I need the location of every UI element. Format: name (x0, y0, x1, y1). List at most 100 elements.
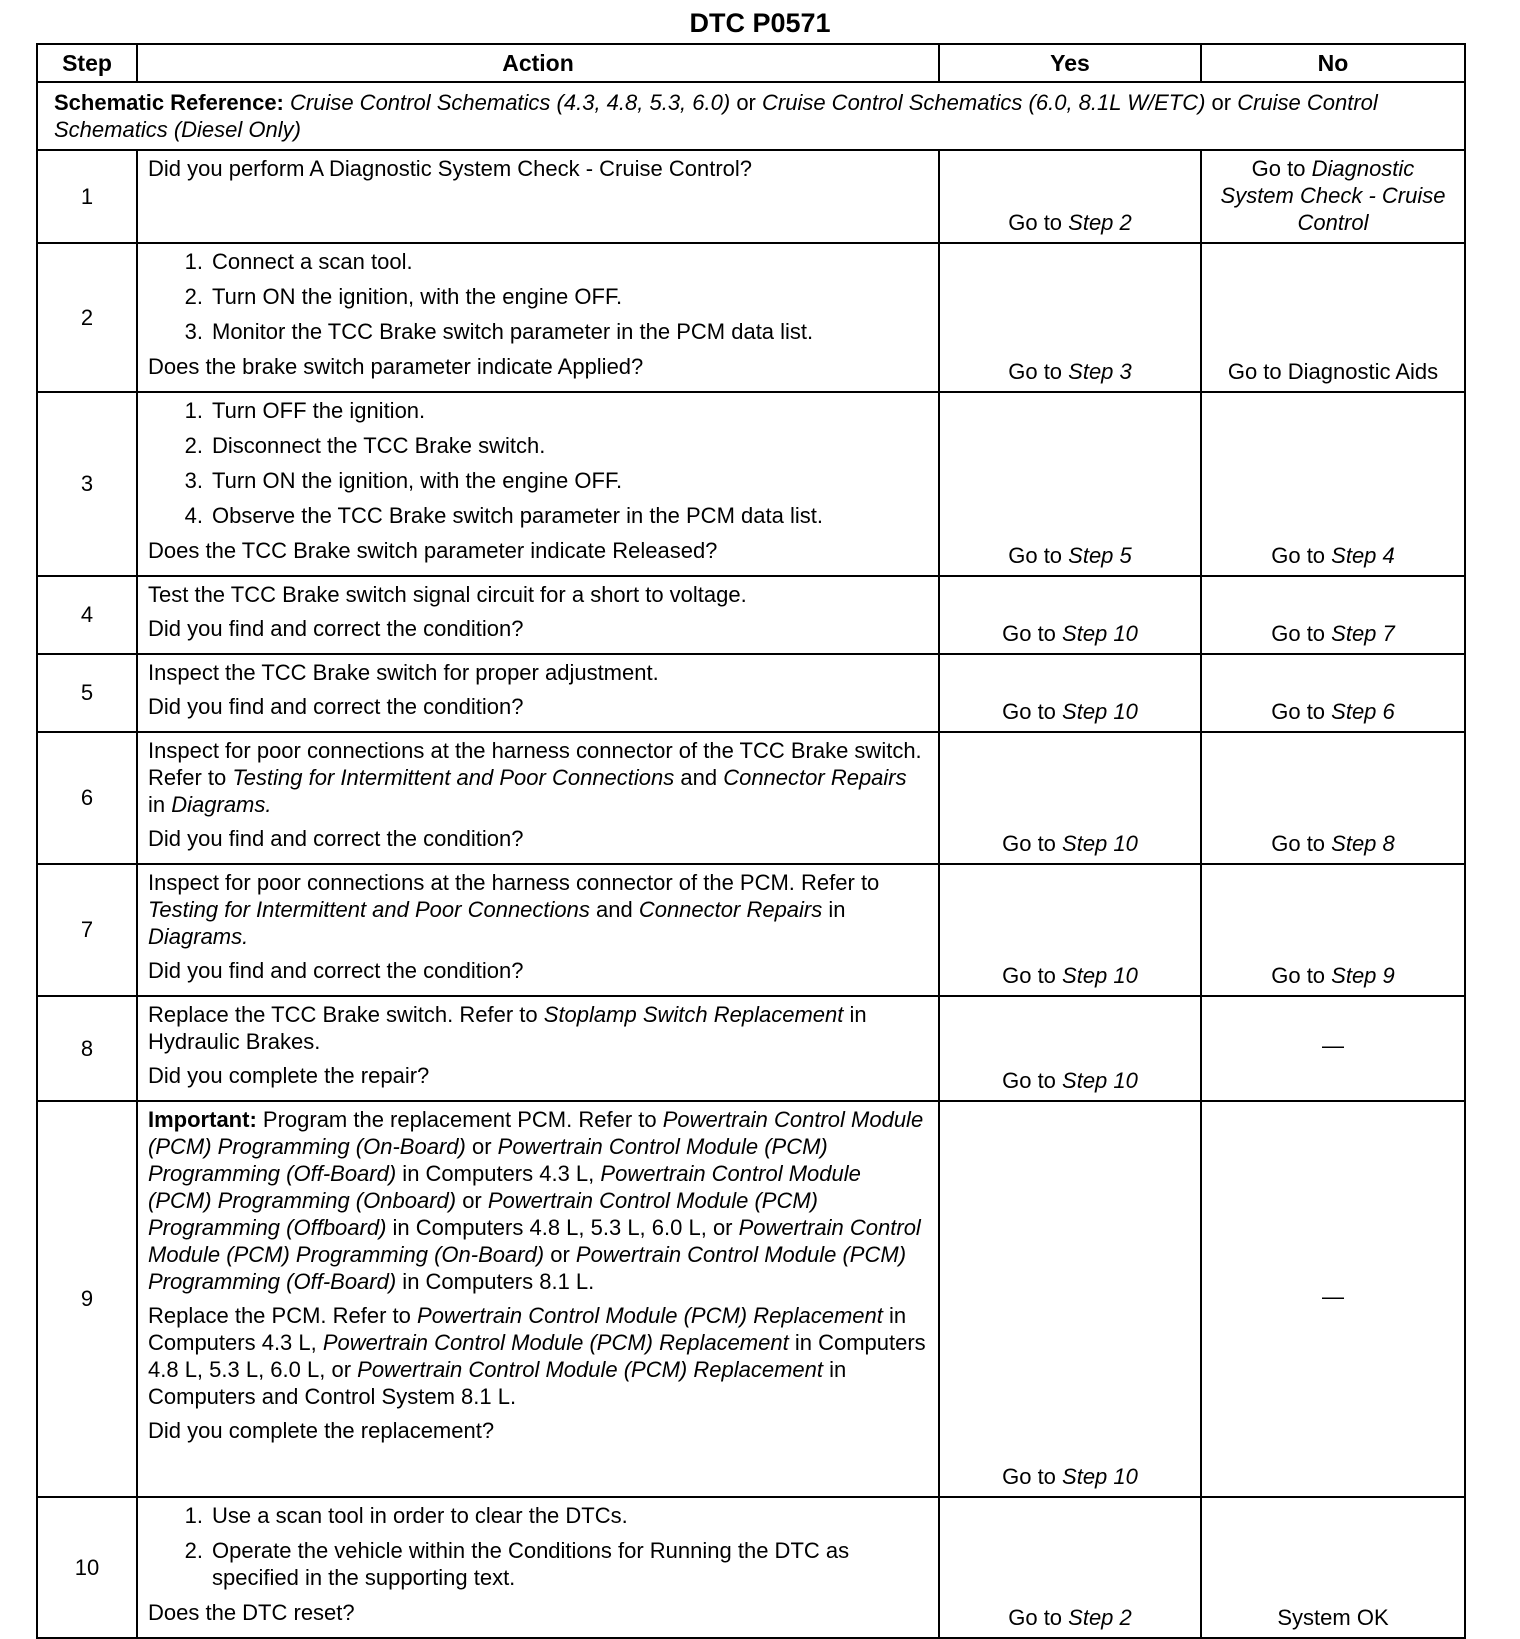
reference-text[interactable]: Step 9 (1331, 963, 1395, 988)
reference-text[interactable]: Step 10 (1062, 699, 1138, 724)
reference-text[interactable]: Step 10 (1062, 1068, 1138, 1093)
text: Replace the TCC Brake switch. Refer to (148, 1002, 544, 1027)
reference-text[interactable]: Step 2 (1068, 210, 1132, 235)
no-result: Go to Diagnostic Aids (1200, 242, 1466, 393)
text: Go to (1002, 831, 1063, 856)
yes-result: Go to Step 10 (938, 575, 1202, 655)
step-number: 3 (36, 391, 138, 577)
reference-text[interactable]: Step 10 (1062, 621, 1138, 646)
reference-text[interactable]: Step 3 (1068, 359, 1132, 384)
list-text: Observe the TCC Brake switch parameter i… (212, 502, 823, 529)
step-row: 5 Inspect the TCC Brake switch for proper… (36, 653, 1466, 733)
text: in Hydraulic Brakes. (148, 1002, 867, 1054)
text: Go to (1008, 210, 1069, 235)
step-number: 5 (36, 653, 138, 733)
step-row: 1 Did you perform A Diagnostic System Che… (36, 149, 1466, 244)
text: or (1205, 90, 1238, 115)
text: Go to (1008, 359, 1069, 384)
text: Does the DTC reset? (148, 1600, 355, 1625)
reference-text[interactable]: Powertrain Control Module (PCM) Programm… (148, 1215, 921, 1267)
reference-text[interactable]: Step 5 (1068, 543, 1132, 568)
no-result: — (1200, 1100, 1466, 1498)
header-row: Step Action Yes No (36, 43, 1466, 83)
reference-text[interactable]: Powertrain Control Module (PCM) Programm… (148, 1107, 924, 1159)
reference-text[interactable]: Cruise Control Schematics (4.3, 4.8, 5.3… (290, 90, 731, 115)
step-number: 8 (36, 995, 138, 1102)
reference-text[interactable]: Powertrain Control Module (PCM) Programm… (148, 1188, 818, 1240)
action-paragraph: Replace the TCC Brake switch. Refer to S… (148, 1001, 928, 1055)
no-result: Go to Diagnostic System Check - Cruise C… (1200, 149, 1466, 244)
reference-text[interactable]: Testing for Intermittent and Poor Connec… (148, 897, 590, 922)
text: Monitor the TCC Brake switch parameter i… (212, 319, 814, 344)
reference-text[interactable]: Powertrain Control Module (PCM) Programm… (148, 1134, 828, 1186)
reference-text[interactable]: Powertrain Control Module (PCM) Programm… (148, 1161, 861, 1213)
list-text: Connect a scan tool. (212, 248, 413, 275)
list-number: 2. (184, 1538, 203, 1563)
reference-text[interactable]: Powertrain Control Module (PCM) Replacem… (417, 1303, 883, 1328)
list-number: 1. (184, 398, 203, 423)
yes-result: Go to Step 10 (938, 731, 1202, 865)
bold-label: Important: (148, 1107, 263, 1132)
reference-text[interactable]: Diagrams. (171, 792, 272, 817)
reference-text[interactable]: Stoplamp Switch Replacement (543, 1002, 844, 1027)
action-paragraph: Did you complete the repair? (148, 1062, 928, 1089)
reference-text[interactable]: Step 8 (1331, 831, 1395, 856)
list-number: 1. (184, 1503, 203, 1528)
text: Did you complete the repair? (148, 1063, 430, 1088)
reference-text[interactable]: Step 6 (1331, 699, 1395, 724)
reference-text[interactable]: Powertrain Control Module (PCM) Programm… (148, 1242, 907, 1294)
text: Go to Diagnostic Aids (1227, 359, 1439, 384)
text: Did you find and correct the condition? (148, 694, 524, 719)
text: Go to (1008, 543, 1069, 568)
step-row: 8 Replace the TCC Brake switch. Refer to … (36, 995, 1466, 1102)
reference-text[interactable]: Diagrams. (148, 924, 249, 949)
text: Go to (1002, 1464, 1063, 1489)
list-number: 3. (184, 319, 203, 344)
reference-text[interactable]: Step 7 (1331, 621, 1395, 646)
step-number: 1 (36, 149, 138, 244)
text: in Computers 4.3 L, (148, 1303, 907, 1355)
text: Go to (1002, 621, 1063, 646)
list-number: 2. (184, 284, 203, 309)
schematic-reference: Schematic Reference: Cruise Control Sche… (36, 81, 1466, 151)
action-paragraph: Inspect the TCC Brake switch for proper … (148, 659, 928, 686)
reference-text[interactable]: Step 2 (1068, 1605, 1132, 1630)
reference-text[interactable]: Powertrain Control Module (PCM) Replacem… (322, 1330, 789, 1355)
action-list-item: 3. Monitor the TCC Brake switch parameter… (148, 318, 928, 345)
reference-text[interactable]: Cruise Control Schematics (6.0, 8.1L W/E… (762, 90, 1206, 115)
text: in Computers and Control System 8.1 L. (148, 1357, 847, 1409)
text: System OK (1277, 1605, 1389, 1630)
reference-text[interactable]: Step 10 (1062, 1464, 1138, 1489)
reference-text[interactable]: Powertrain Control Module (PCM) Replacem… (357, 1357, 823, 1382)
yes-result: Go to Step 10 (938, 653, 1202, 733)
step-action: Inspect for poor connections at the harn… (136, 731, 940, 865)
text: Observe the TCC Brake switch parameter i… (212, 503, 823, 528)
action-paragraph: Does the TCC Brake switch parameter indi… (148, 537, 928, 564)
text: in (822, 897, 846, 922)
action-paragraph: Inspect for poor connections at the harn… (148, 869, 928, 950)
reference-text[interactable]: Step 10 (1062, 963, 1138, 988)
reference-text[interactable]: Step 10 (1062, 831, 1138, 856)
action-list-item: 2. Disconnect the TCC Brake switch. (148, 432, 928, 459)
header-action: Action (136, 43, 940, 83)
action-list-item: 1. Use a scan tool in order to clear the … (148, 1502, 928, 1529)
reference-text[interactable]: Connector Repairs (638, 897, 823, 922)
text: and (674, 765, 724, 790)
reference-text[interactable]: Testing for Intermittent and Poor Connec… (232, 765, 675, 790)
step-row: 10 1. Use a scan tool in order to clear th… (36, 1496, 1466, 1639)
text: Go to (1008, 1605, 1069, 1630)
list-text: Use a scan tool in order to clear the DT… (212, 1502, 628, 1529)
action-list-item: 3. Turn ON the ignition, with the engine … (148, 467, 928, 494)
reference-text[interactable]: Diagnostic System Check - Cruise Control (1220, 156, 1446, 235)
text: Go to (1271, 543, 1332, 568)
reference-text[interactable]: Cruise Control Schematics (Diesel Only) (54, 90, 1378, 142)
text: or (730, 90, 762, 115)
step-action: Replace the TCC Brake switch. Refer to S… (136, 995, 940, 1102)
reference-text[interactable]: Connector Repairs (723, 765, 907, 790)
reference-text[interactable]: Step 4 (1331, 543, 1395, 568)
action-list-item: 2. Operate the vehicle within the Conditi… (148, 1537, 928, 1591)
step-action: Test the TCC Brake switch signal circuit… (136, 575, 940, 655)
step-number: 9 (36, 1100, 138, 1498)
action-paragraph: Does the brake switch parameter indicate… (148, 353, 928, 380)
yes-result: Go to Step 2 (938, 149, 1202, 244)
